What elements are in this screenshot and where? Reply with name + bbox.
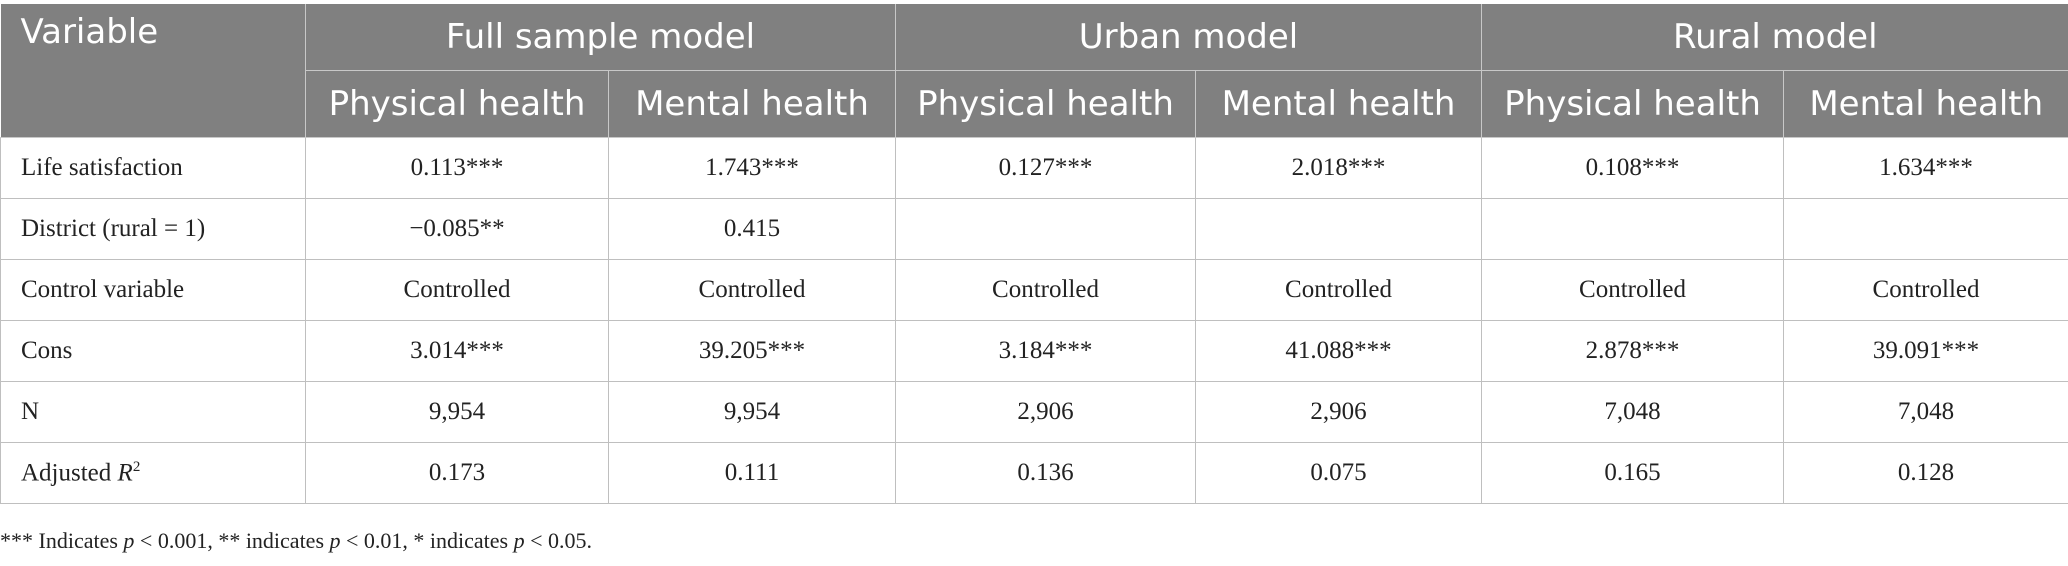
table-footnote: *** Indicates p < 0.001, ** indicates p … <box>0 528 592 554</box>
subheader: Mental health <box>608 70 896 138</box>
row-label: Control variable <box>0 259 306 321</box>
table-cell: 3.184*** <box>895 320 1196 382</box>
footnote-text: < 0.001, ** indicates <box>134 528 330 553</box>
table-cell: 7,048 <box>1783 381 2068 443</box>
table-cell: 0.165 <box>1481 442 1785 504</box>
row-label-text: Adjusted <box>21 459 112 487</box>
table-cell: 2.018*** <box>1194 137 1483 199</box>
table-row: Control variable Controlled Controlled C… <box>0 259 2068 321</box>
table-row: N 9,954 9,954 2,906 2,906 7,048 7,048 <box>0 381 2068 443</box>
r-symbol: R <box>117 459 133 487</box>
table-cell: 0.111 <box>608 442 896 504</box>
footnote-text: *** Indicates <box>0 528 124 553</box>
p-symbol: p <box>123 528 135 553</box>
table-cell: Controlled <box>1194 259 1483 321</box>
table-cell: 1.743*** <box>608 137 896 199</box>
row-label: Life satisfaction <box>0 137 306 199</box>
table-cell: 0.173 <box>305 442 609 504</box>
table-cell: 39.205*** <box>608 320 896 382</box>
row-label: Adjusted R2 <box>0 442 306 504</box>
table-cell: −0.085** <box>305 198 609 260</box>
table-cell: 0.075 <box>1194 442 1483 504</box>
table-cell: Controlled <box>895 259 1196 321</box>
table-cell: 0.415 <box>608 198 896 260</box>
table-row: Life satisfaction 0.113*** 1.743*** 0.12… <box>0 137 2068 199</box>
table-cell <box>895 198 1196 260</box>
superscript: 2 <box>132 458 141 475</box>
group-header-full-sample: Full sample model <box>305 4 896 71</box>
table-cell: 0.128 <box>1783 442 2068 504</box>
table-cell <box>1481 198 1785 260</box>
table-cell: 2,906 <box>895 381 1196 443</box>
table-cell: 1.634*** <box>1783 137 2068 199</box>
table-row: Cons 3.014*** 39.205*** 3.184*** 41.088*… <box>0 320 2068 382</box>
table-cell: 0.108*** <box>1481 137 1785 199</box>
table-cell: 0.127*** <box>895 137 1196 199</box>
footnote-text: < 0.05. <box>524 528 593 553</box>
p-symbol: p <box>513 528 525 553</box>
table-cell: 7,048 <box>1481 381 1785 443</box>
group-header-row: Variable Full sample model Urban model R… <box>0 4 2068 138</box>
subheader: Physical health <box>895 70 1196 138</box>
table-cell: 9,954 <box>608 381 896 443</box>
table-cell: 0.113*** <box>305 137 609 199</box>
subheader: Physical health <box>1481 70 1784 138</box>
table-cell: Controlled <box>1481 259 1785 321</box>
table-row: District (rural = 1) −0.085** 0.415 <box>0 198 2068 260</box>
table-cell <box>1783 198 2068 260</box>
subheader: Mental health <box>1783 70 2068 138</box>
table-cell: Controlled <box>1783 259 2068 321</box>
row-label: District (rural = 1) <box>0 198 306 260</box>
group-header-rural: Rural model <box>1481 4 2068 71</box>
footnote-text: < 0.01, * indicates <box>340 528 514 553</box>
table-cell: 39.091*** <box>1783 320 2068 382</box>
group-header-urban: Urban model <box>894 4 1482 71</box>
table-row: Adjusted R2 0.173 0.111 0.136 0.075 0.16… <box>0 442 2068 504</box>
table-cell: Controlled <box>608 259 896 321</box>
row-label: Cons <box>0 320 306 382</box>
table-cell: 9,954 <box>305 381 609 443</box>
table-cell: 3.014*** <box>305 320 609 382</box>
table-cell: Controlled <box>305 259 609 321</box>
row-label: N <box>0 381 306 443</box>
table-cell: 2.878*** <box>1481 320 1785 382</box>
variable-header: Variable <box>0 4 306 138</box>
subheader: Mental health <box>1194 70 1482 138</box>
subheader-row: Physical health Mental health Physical h… <box>1 70 2068 138</box>
regression-table: Variable Full sample model Urban model R… <box>0 4 2068 504</box>
table-cell: 2,906 <box>1194 381 1483 443</box>
table-cell: 0.136 <box>895 442 1196 504</box>
table-cell <box>1194 198 1483 260</box>
p-symbol: p <box>329 528 341 553</box>
table-cell: 41.088*** <box>1194 320 1483 382</box>
subheader: Physical health <box>305 70 609 138</box>
